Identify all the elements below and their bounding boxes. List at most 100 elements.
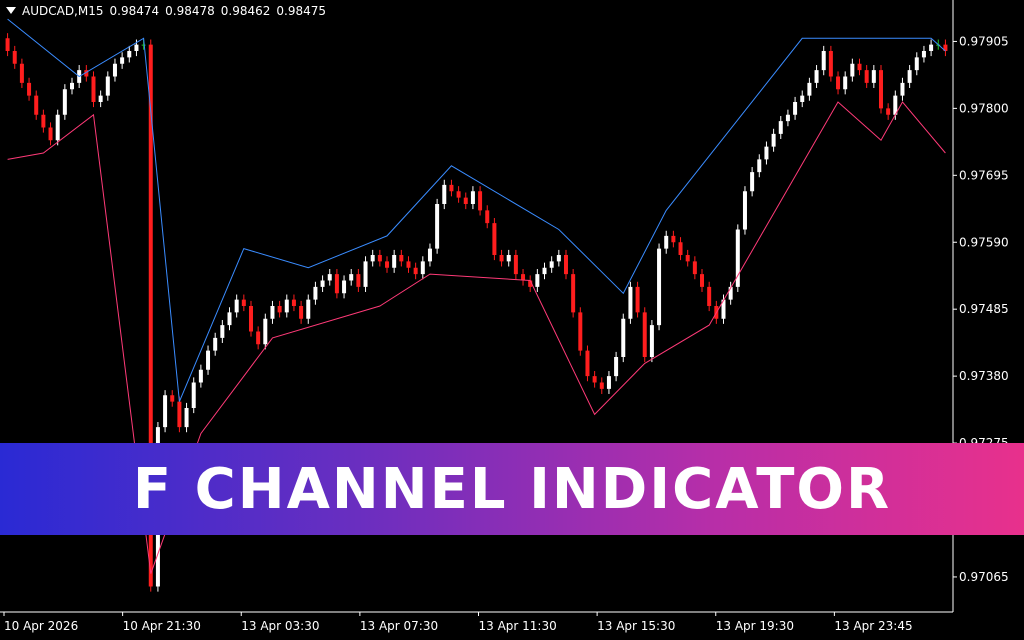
candle-body — [270, 306, 275, 319]
candle-body — [642, 312, 647, 357]
candle-body — [571, 274, 576, 313]
candle-body — [700, 274, 705, 287]
candle-body — [399, 255, 404, 262]
candle-body — [334, 274, 339, 294]
candle-body — [750, 172, 755, 192]
candle-body — [248, 306, 253, 332]
candle-body — [377, 255, 382, 262]
time-tick-label: 13 Apr 07:30 — [360, 619, 438, 633]
candle-body — [814, 70, 819, 83]
candle-body — [649, 325, 654, 357]
price-tick-label: 0.97695 — [959, 168, 1009, 182]
candle-body — [420, 261, 425, 275]
candle-body — [356, 274, 361, 287]
candle-body — [84, 70, 89, 77]
title-banner: F CHANNEL INDICATOR — [0, 443, 1024, 535]
candle-body — [41, 114, 46, 128]
candle-body — [91, 76, 96, 102]
candle-body — [592, 376, 597, 383]
candle-body — [821, 51, 826, 71]
candle-body — [485, 210, 490, 224]
candle-body — [728, 286, 733, 300]
candle-body — [871, 70, 876, 83]
candle-body — [921, 51, 926, 58]
candle-body — [241, 299, 246, 306]
candle-body — [621, 318, 626, 357]
price-tick-label: 0.97800 — [959, 101, 1009, 115]
high-value: 0.98478 — [165, 4, 215, 18]
candle-body — [70, 82, 75, 90]
time-tick-label: 13 Apr 11:30 — [479, 619, 557, 633]
candle-body — [506, 255, 511, 262]
candle-body — [492, 223, 497, 255]
candle-body — [635, 286, 640, 313]
candle-body — [463, 197, 468, 204]
candle-body — [34, 95, 39, 115]
candle-body — [864, 70, 869, 83]
candle-body — [442, 184, 447, 204]
candle-body — [277, 306, 282, 313]
candle-body — [291, 299, 296, 306]
candle-body — [671, 235, 676, 243]
candle-body — [793, 102, 798, 115]
candle-body — [327, 274, 332, 281]
candle-body — [692, 261, 697, 275]
candle-body — [742, 191, 747, 230]
candle-body — [778, 121, 783, 134]
candle-body — [528, 280, 533, 287]
candle-body — [55, 114, 60, 141]
candle-body — [914, 57, 919, 71]
candle-body — [628, 286, 633, 319]
candle-body — [5, 38, 10, 51]
candle-body — [499, 255, 504, 262]
candle-body — [470, 191, 475, 204]
candle-body — [614, 357, 619, 377]
candle-body — [735, 229, 740, 287]
lower-channel-line — [7, 101, 946, 574]
candle-body — [513, 255, 518, 275]
candle-body — [256, 331, 261, 345]
candle-body — [48, 127, 53, 141]
candle-body — [456, 191, 461, 198]
candle-body — [170, 395, 175, 402]
price-tick-label: 0.97905 — [959, 34, 1009, 48]
candle-body — [263, 318, 268, 345]
candle-body — [449, 184, 454, 192]
price-tick-label: 0.97485 — [959, 302, 1009, 316]
candle-body — [857, 63, 862, 71]
candle-body — [764, 146, 769, 160]
candle-body — [664, 235, 669, 249]
candle-body — [184, 408, 189, 428]
candle-body — [141, 44, 146, 46]
candle-body — [220, 325, 225, 338]
candle-body — [685, 255, 690, 262]
candle-body — [413, 267, 418, 275]
candle-body — [678, 242, 683, 255]
low-value: 0.98462 — [220, 4, 271, 18]
candle-body — [284, 299, 289, 313]
candle-body — [198, 369, 203, 383]
candle-body — [206, 350, 211, 370]
candle-body — [177, 401, 182, 428]
candle-body — [120, 57, 125, 64]
candle-body — [556, 255, 561, 262]
candle-body — [542, 267, 547, 275]
candle-body — [549, 261, 554, 268]
dropdown-triangle-icon[interactable] — [6, 7, 16, 14]
candle-body — [850, 63, 855, 77]
time-tick-label: 13 Apr 19:30 — [716, 619, 794, 633]
candle-body — [385, 261, 390, 268]
candle-body — [721, 299, 726, 319]
candle-body — [836, 76, 841, 90]
candle-body — [606, 376, 611, 389]
open-value: 0.98474 — [109, 4, 160, 18]
candle-body — [535, 274, 540, 287]
candle-body — [807, 82, 812, 96]
candle-body — [370, 255, 375, 262]
candle-body — [943, 44, 948, 51]
time-tick-label: 10 Apr 21:30 — [123, 619, 201, 633]
time-tick-label: 13 Apr 03:30 — [241, 619, 319, 633]
candle-body — [342, 280, 347, 294]
candle-body — [843, 76, 848, 90]
